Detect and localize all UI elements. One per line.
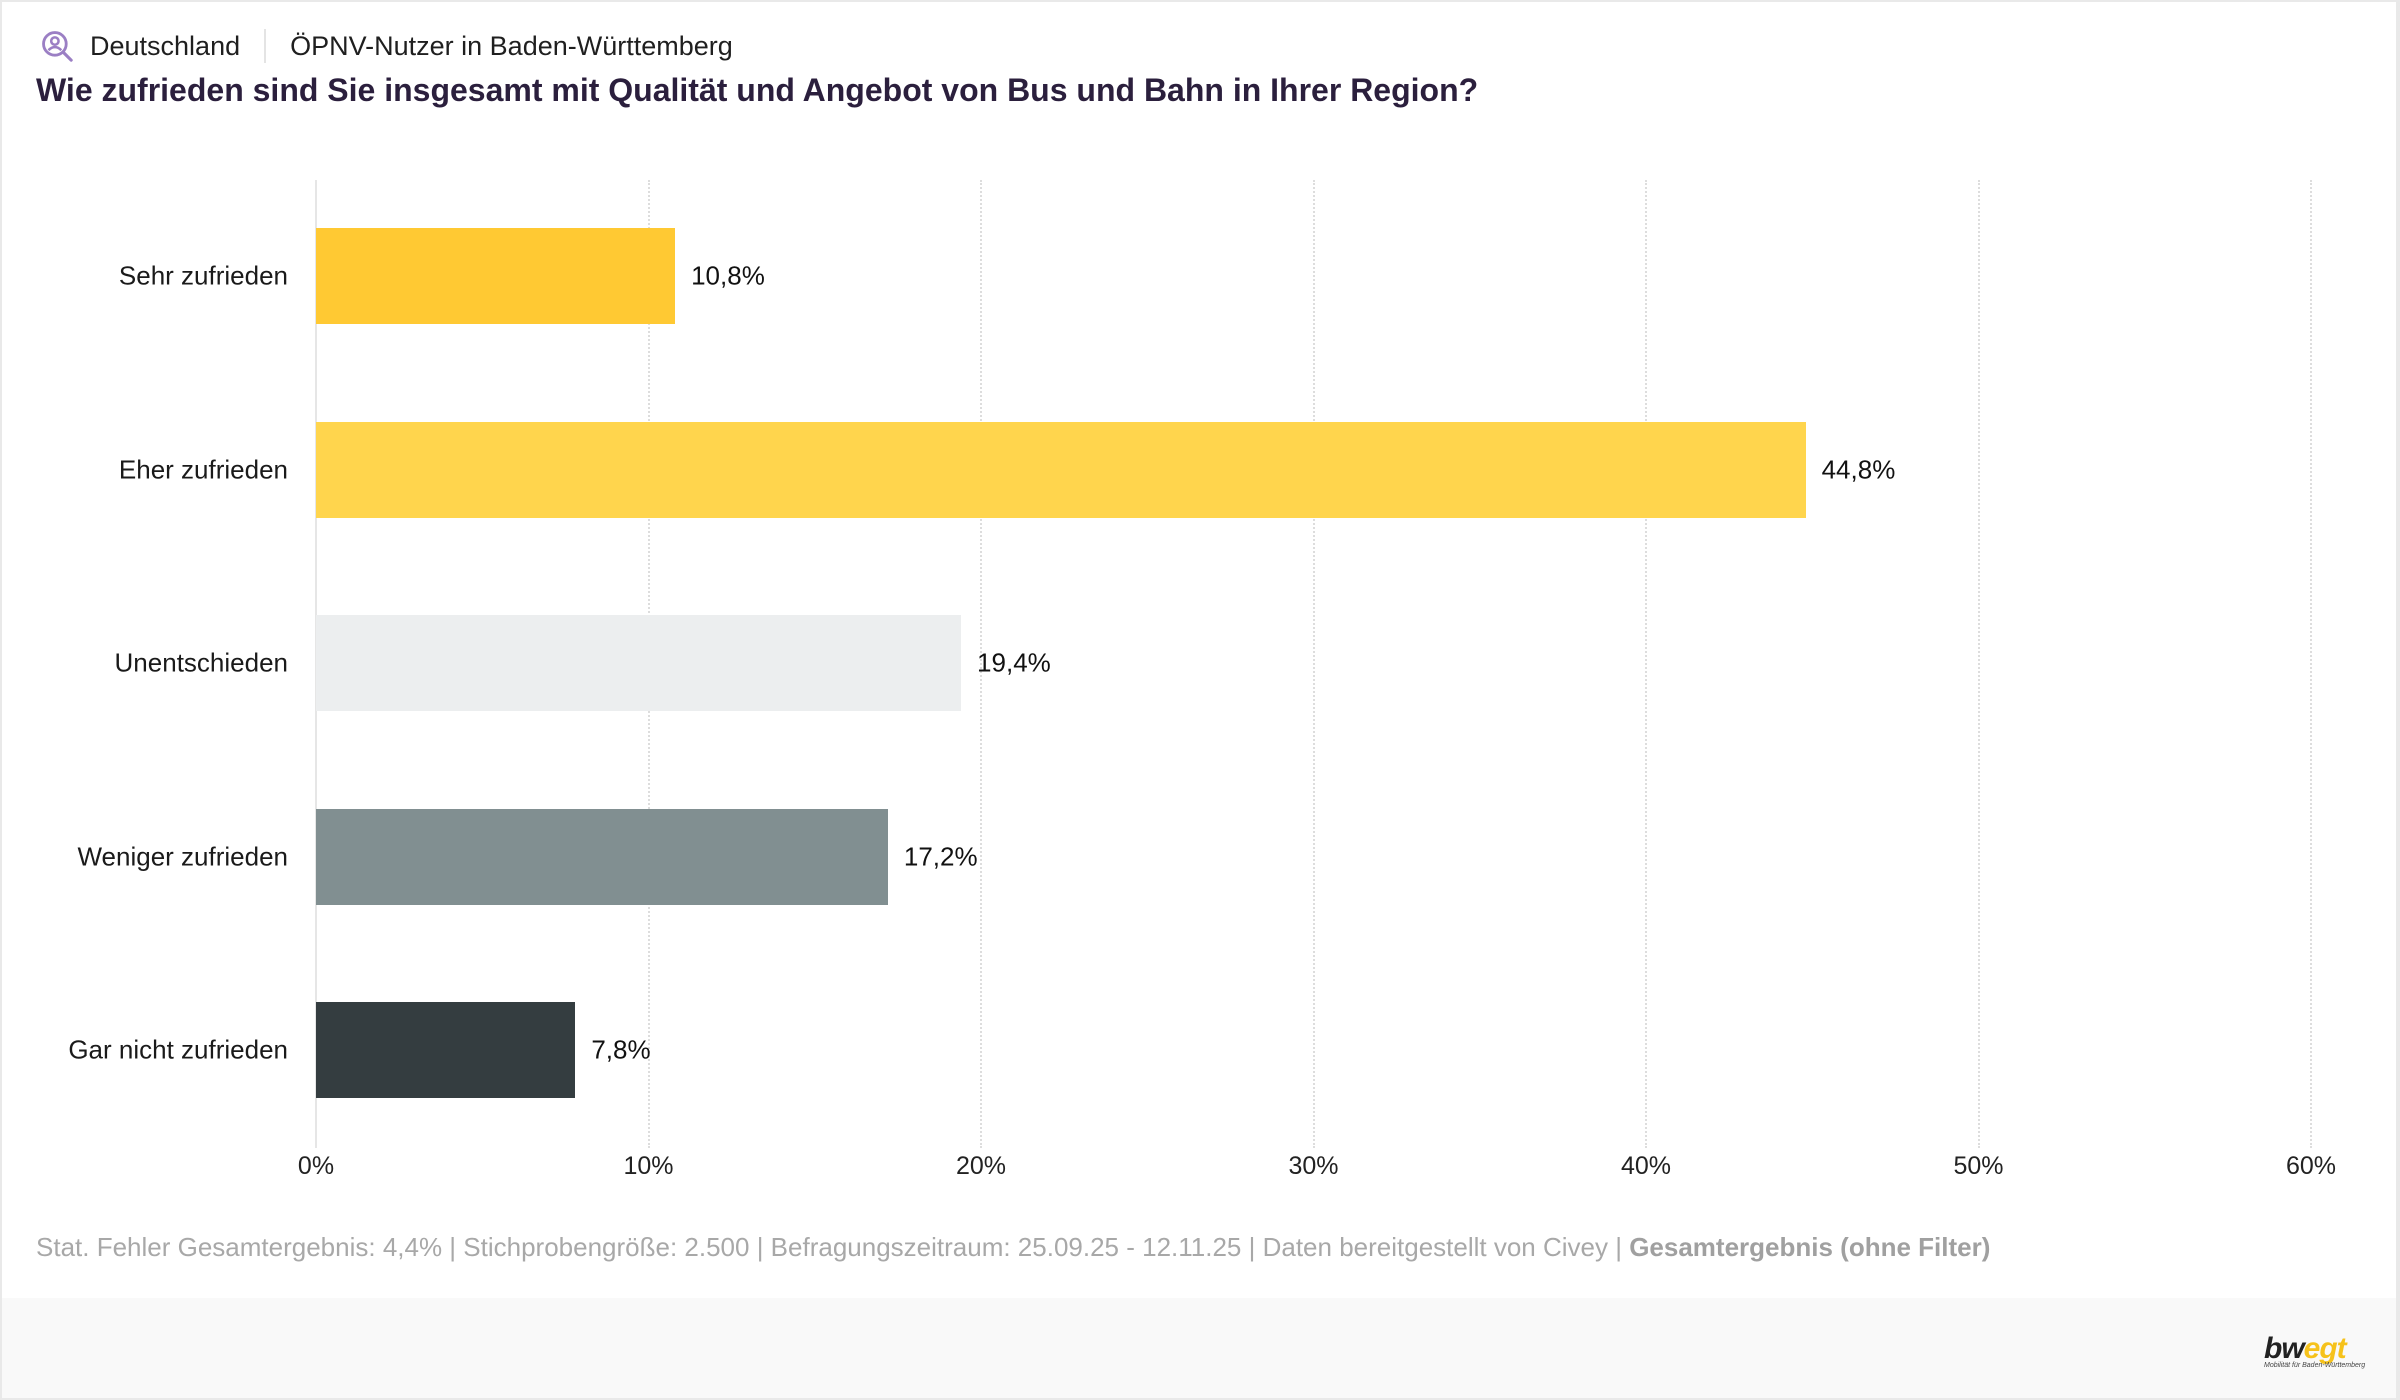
x-tick-label: 30% [1288,1152,1339,1180]
category-label: Gar nicht zufrieden [68,1034,288,1065]
logo-main: bw [2264,1332,2305,1365]
value-label: 44,8% [1821,454,1896,484]
value-label: 10,8% [691,260,765,291]
category-label: Weniger zufrieden [77,841,288,871]
bar [316,421,1806,518]
value-label: 7,8% [591,1034,651,1065]
x-tick-label: 50% [1953,1152,2004,1180]
gridline [1977,180,1980,1148]
x-tick-label: 20% [955,1152,1007,1180]
question-title: Wie zufrieden sind Sie insgesamt mit Qua… [36,72,1479,108]
bar [316,615,962,711]
gridline [1645,180,1647,1148]
gridline [980,180,982,1148]
logo-subtitle: Mobilität für Baden-Württemberg [2264,1362,2366,1369]
logo-accent: egt [2303,1332,2347,1365]
footer-band [2,1298,2396,1398]
x-tick-label: 10% [623,1152,674,1180]
value-label: 19,4% [977,647,1051,678]
user-search-icon [42,31,73,62]
value-label: 17,2% [903,841,978,871]
meta-text: Stat. Fehler Gesamtergebnis: 4,4% | Stic… [36,1232,1630,1262]
bar [316,1002,576,1098]
filter-label: Gesamtergebnis (ohne Filter) [1629,1232,1991,1262]
bar [316,228,676,324]
x-tick-label: 60% [2285,1152,2337,1180]
bwegt-logo: bwegt Mobilität für Baden-Württemberg [2264,1332,2365,1369]
survey-meta: Stat. Fehler Gesamtergebnis: 4,4% | Stic… [36,1232,1990,1263]
audience-label: ÖPNV-Nutzer in Baden-Württemberg [290,30,733,61]
x-tick-label: 0% [297,1152,335,1180]
category-label: Eher zufrieden [118,454,288,484]
audience-bar: Deutschland ÖPNV-Nutzer in Baden-Württem… [40,26,733,66]
gridline [1312,180,1315,1148]
category-label: Sehr zufrieden [118,260,288,291]
x-tick-label: 40% [1620,1152,1672,1180]
region-label: Deutschland [90,30,241,61]
divider [264,29,267,63]
bar [316,808,888,905]
gridline [2310,180,2312,1148]
category-label: Unentschieden [114,647,288,678]
